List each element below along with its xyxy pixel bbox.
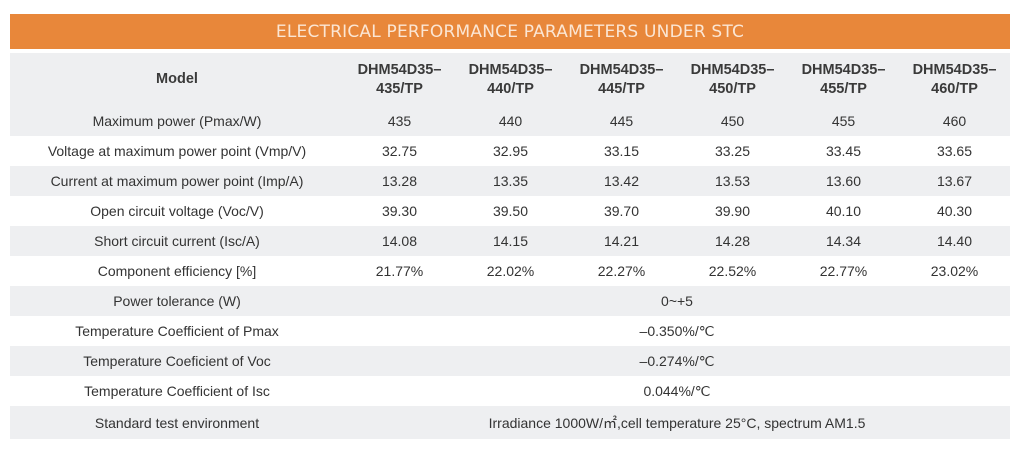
row-value: 22.27% <box>566 256 677 286</box>
row-label: Temperature Coefficient of Isc <box>10 376 344 406</box>
model-header: DHM54D35– 450/TP <box>677 53 788 106</box>
row-value: 22.52% <box>677 256 788 286</box>
table-row: Temperature Coeficient of Voc –0.274%/℃ <box>10 346 1010 376</box>
row-value: Irradiance 1000W/㎡,cell temperature 25°C… <box>344 406 1010 439</box>
header-row: Model DHM54D35– 435/TP DHM54D35– 440/TP DH… <box>10 53 1010 106</box>
row-value: 0~+5 <box>344 286 1010 316</box>
row-value: –0.350%/℃ <box>344 316 1010 346</box>
row-label: Temperature Coeficient of Voc <box>10 346 344 376</box>
model-header: DHM54D35– 440/TP <box>455 53 566 106</box>
table-row: Power tolerance (W) 0~+5 <box>10 286 1010 316</box>
row-value: 21.77% <box>344 256 455 286</box>
row-value: 22.77% <box>788 256 899 286</box>
row-label: Standard test environment <box>10 406 344 439</box>
row-label: Open circuit voltage (Voc/V) <box>10 196 344 226</box>
row-label: Voltage at maximum power point (Vmp/V) <box>10 136 344 166</box>
row-value: 14.15 <box>455 226 566 256</box>
row-value: 39.70 <box>566 196 677 226</box>
row-value: 13.28 <box>344 166 455 196</box>
table-row: Maximum power (Pmax/W) 435 440 445 450 455 460 <box>10 106 1010 136</box>
row-label: Temperature Coefficient of Pmax <box>10 316 344 346</box>
row-value: 13.35 <box>455 166 566 196</box>
row-value: 14.34 <box>788 226 899 256</box>
row-value: 22.02% <box>455 256 566 286</box>
row-value: 33.45 <box>788 136 899 166</box>
row-value: 13.60 <box>788 166 899 196</box>
row-value: 23.02% <box>899 256 1010 286</box>
model-header: DHM54D35– 435/TP <box>344 53 455 106</box>
model-header: DHM54D35– 445/TP <box>566 53 677 106</box>
row-value: 40.30 <box>899 196 1010 226</box>
row-value: 14.21 <box>566 226 677 256</box>
row-value: 32.95 <box>455 136 566 166</box>
row-value: 445 <box>566 106 677 136</box>
row-value: 14.40 <box>899 226 1010 256</box>
row-value: 440 <box>455 106 566 136</box>
row-label: Current at maximum power point (Imp/A) <box>10 166 344 196</box>
row-value: 39.30 <box>344 196 455 226</box>
row-value: 0.044%/℃ <box>344 376 1010 406</box>
table-row: Temperature Coefficient of Pmax –0.350%/℃ <box>10 316 1010 346</box>
table-row: Standard test environment Irradiance 1000… <box>10 406 1010 439</box>
row-value: 13.67 <box>899 166 1010 196</box>
row-value: 14.28 <box>677 226 788 256</box>
row-value: 435 <box>344 106 455 136</box>
table-row: Current at maximum power point (Imp/A) 13… <box>10 166 1010 196</box>
table-row: Component efficiency [%] 21.77% 22.02% 22.2… <box>10 256 1010 286</box>
row-label: Component efficiency [%] <box>10 256 344 286</box>
row-value: –0.274%/℃ <box>344 346 1010 376</box>
electrical-parameters-table: Model DHM54D35– 435/TP DHM54D35– 440/TP DH… <box>10 53 1010 439</box>
row-label: Maximum power (Pmax/W) <box>10 106 344 136</box>
row-value: 32.75 <box>344 136 455 166</box>
model-label: Model <box>10 53 344 106</box>
row-value: 13.42 <box>566 166 677 196</box>
row-value: 455 <box>788 106 899 136</box>
model-header: DHM54D35– 460/TP <box>899 53 1010 106</box>
table-row: Temperature Coefficient of Isc 0.044%/℃ <box>10 376 1010 406</box>
row-value: 33.65 <box>899 136 1010 166</box>
row-value: 39.90 <box>677 196 788 226</box>
row-value: 460 <box>899 106 1010 136</box>
row-value: 40.10 <box>788 196 899 226</box>
model-header: DHM54D35– 455/TP <box>788 53 899 106</box>
row-label: Power tolerance (W) <box>10 286 344 316</box>
table-title: ELECTRICAL PERFORMANCE PARAMETERS UNDER … <box>10 14 1010 49</box>
table-row: Short circuit current (Isc/A) 14.08 14.15 1… <box>10 226 1010 256</box>
row-value: 13.53 <box>677 166 788 196</box>
row-value: 14.08 <box>344 226 455 256</box>
table-row: Voltage at maximum power point (Vmp/V) 32… <box>10 136 1010 166</box>
row-value: 33.15 <box>566 136 677 166</box>
table-row: Open circuit voltage (Voc/V) 39.30 39.50 39… <box>10 196 1010 226</box>
row-value: 39.50 <box>455 196 566 226</box>
row-value: 450 <box>677 106 788 136</box>
row-value: 33.25 <box>677 136 788 166</box>
row-label: Short circuit current (Isc/A) <box>10 226 344 256</box>
